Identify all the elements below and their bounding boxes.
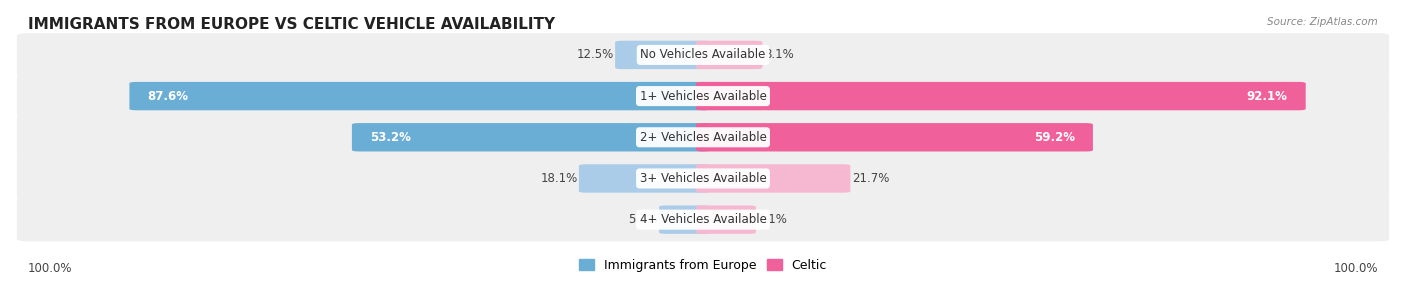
Text: 3+ Vehicles Available: 3+ Vehicles Available: [640, 172, 766, 185]
FancyBboxPatch shape: [659, 205, 710, 234]
Text: 59.2%: 59.2%: [1033, 131, 1074, 144]
Text: 12.5%: 12.5%: [576, 48, 614, 61]
Text: 7.1%: 7.1%: [758, 213, 787, 226]
FancyBboxPatch shape: [17, 116, 1389, 159]
Text: 4+ Vehicles Available: 4+ Vehicles Available: [640, 213, 766, 226]
Text: 21.7%: 21.7%: [852, 172, 889, 185]
Text: IMMIGRANTS FROM EUROPE VS CELTIC VEHICLE AVAILABILITY: IMMIGRANTS FROM EUROPE VS CELTIC VEHICLE…: [28, 17, 555, 32]
FancyBboxPatch shape: [696, 82, 1306, 110]
FancyBboxPatch shape: [696, 164, 851, 193]
FancyBboxPatch shape: [352, 123, 710, 152]
FancyBboxPatch shape: [17, 198, 1389, 241]
FancyBboxPatch shape: [696, 123, 1092, 152]
FancyBboxPatch shape: [579, 164, 710, 193]
FancyBboxPatch shape: [17, 33, 1389, 77]
Text: 2+ Vehicles Available: 2+ Vehicles Available: [640, 131, 766, 144]
Text: 100.0%: 100.0%: [28, 262, 73, 275]
Text: 18.1%: 18.1%: [540, 172, 578, 185]
FancyBboxPatch shape: [17, 157, 1389, 200]
Text: 53.2%: 53.2%: [370, 131, 411, 144]
Text: 1+ Vehicles Available: 1+ Vehicles Available: [640, 90, 766, 103]
FancyBboxPatch shape: [696, 205, 756, 234]
FancyBboxPatch shape: [696, 41, 762, 69]
FancyBboxPatch shape: [17, 74, 1389, 118]
Text: 5.7%: 5.7%: [628, 213, 658, 226]
Text: 87.6%: 87.6%: [148, 90, 188, 103]
Text: 8.1%: 8.1%: [763, 48, 793, 61]
Text: No Vehicles Available: No Vehicles Available: [640, 48, 766, 61]
Text: 100.0%: 100.0%: [1333, 262, 1378, 275]
Text: 92.1%: 92.1%: [1247, 90, 1288, 103]
Legend: Immigrants from Europe, Celtic: Immigrants from Europe, Celtic: [574, 254, 832, 277]
Text: Source: ZipAtlas.com: Source: ZipAtlas.com: [1267, 17, 1378, 27]
FancyBboxPatch shape: [129, 82, 710, 110]
FancyBboxPatch shape: [616, 41, 710, 69]
